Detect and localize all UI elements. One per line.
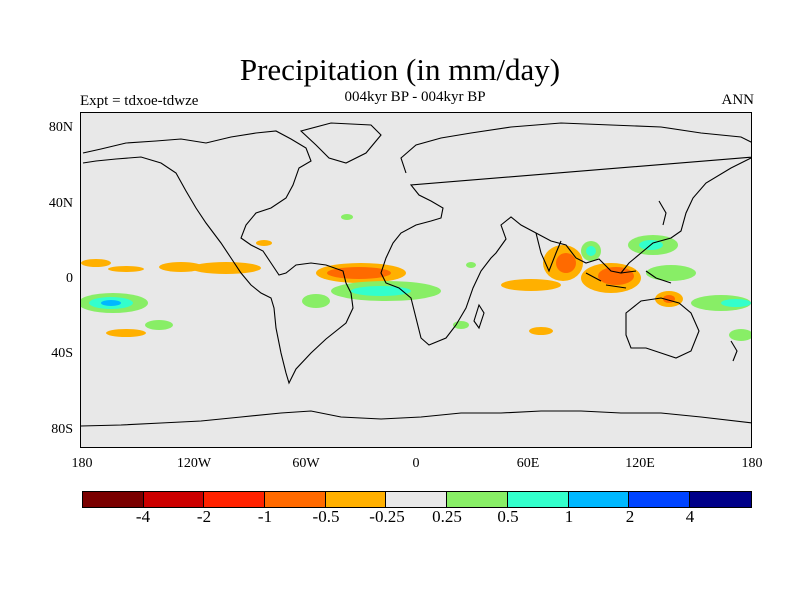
x-tick-label: 0 <box>412 456 420 471</box>
colorbar-label: 2 <box>625 507 635 526</box>
anomaly-patch <box>159 262 203 272</box>
coastline-greenland <box>299 122 382 164</box>
colorbar-swatch <box>507 492 569 507</box>
anomaly-patch <box>598 267 634 285</box>
anomaly-patches <box>81 214 751 341</box>
anomaly-patch <box>556 253 576 273</box>
colorbar-swatch <box>204 492 266 507</box>
colorbar-label: -4 <box>135 507 151 526</box>
colorbar-label: -0.5 <box>312 507 340 526</box>
y-tick-label: 80S <box>51 422 73 437</box>
anomaly-patch <box>729 329 751 341</box>
anomaly-patch <box>351 286 411 296</box>
anomaly-patch <box>108 266 144 272</box>
x-tick-label: 60W <box>292 456 320 471</box>
coastline-australia <box>625 297 700 359</box>
y-tick-label: 40N <box>48 196 73 211</box>
coastline-antarctica <box>81 410 751 427</box>
colorbar-label: -1 <box>257 507 273 526</box>
anomaly-patch <box>327 267 391 279</box>
experiment-label: Expt = tdxoe-tdwze <box>80 93 199 109</box>
colorbar-label: 0.25 <box>432 507 462 526</box>
x-tick-label: 180 <box>71 456 93 471</box>
colorbar-swatch <box>83 492 144 507</box>
anomaly-patch <box>529 327 553 335</box>
coastlines <box>81 122 751 427</box>
anomaly-patch <box>302 294 330 308</box>
season-label: ANN <box>721 92 755 108</box>
colorbar-swatch <box>325 492 387 507</box>
x-tick-label: 120W <box>176 456 212 471</box>
colorbar-swatch <box>143 492 205 507</box>
colorbar-swatch <box>629 492 690 507</box>
anomaly-patch <box>81 259 111 267</box>
colorbar-swatch <box>689 492 751 507</box>
anomaly-patch <box>646 265 696 281</box>
coastline-new-zealand <box>730 340 738 362</box>
y-tick-label: 80N <box>48 120 73 135</box>
coastline-islands <box>585 270 672 289</box>
colorbar-swatch <box>447 492 508 507</box>
y-tick-label: 0 <box>66 271 73 286</box>
coastline-americas <box>82 130 354 385</box>
colorbar-swatch <box>568 492 630 507</box>
colorbar-label: -2 <box>196 507 212 526</box>
anomaly-patch <box>501 279 561 291</box>
coastline-eurasia-africa <box>380 122 751 346</box>
plot-title: Precipitation (in mm/day) <box>239 52 561 87</box>
coastline-madagascar <box>473 303 485 330</box>
colorbar-swatch <box>265 492 326 507</box>
anomaly-patch <box>586 246 596 256</box>
colorbar-label: 0.5 <box>497 507 519 526</box>
coastline-japan <box>658 200 667 226</box>
map-canvas <box>81 122 751 427</box>
x-tick-label: 180 <box>741 456 763 471</box>
anomaly-patch <box>106 329 146 337</box>
y-tick-label: 40S <box>51 346 73 361</box>
colorbar <box>82 491 752 508</box>
anomaly-patch <box>101 300 121 306</box>
anomaly-patch <box>191 262 261 274</box>
colorbar-label: 1 <box>564 507 574 526</box>
precipitation-map <box>80 112 752 448</box>
x-tick-label: 120E <box>625 456 655 471</box>
anomaly-patch <box>466 262 476 268</box>
colorbar-label: 4 <box>685 507 695 526</box>
anomaly-patch <box>256 240 272 246</box>
anomaly-patch <box>145 320 173 330</box>
x-tick-label: 60E <box>516 456 540 471</box>
colorbar-label: -0.25 <box>369 507 405 526</box>
coastline-india <box>535 232 562 273</box>
colorbar-swatch <box>386 492 448 507</box>
plot-subtitle: 004kyr BP - 004kyr BP <box>344 89 486 105</box>
anomaly-patch <box>341 214 353 220</box>
anomaly-patch <box>721 299 751 307</box>
